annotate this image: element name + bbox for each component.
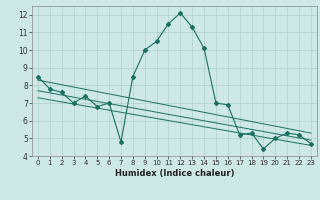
X-axis label: Humidex (Indice chaleur): Humidex (Indice chaleur) xyxy=(115,169,234,178)
